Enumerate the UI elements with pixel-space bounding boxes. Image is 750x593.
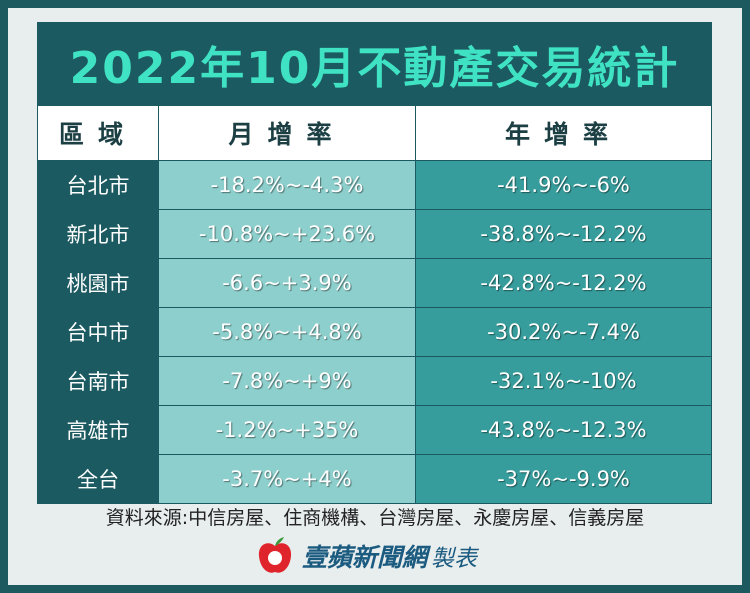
apple-icon <box>258 537 292 573</box>
rate-cell: -1.2%~+35% <box>158 405 416 455</box>
column-header: 區域 <box>37 105 159 161</box>
region-cell: 高雄市 <box>37 405 159 455</box>
rate-cell: -37%~-9.9% <box>415 454 712 504</box>
region-cell: 新北市 <box>37 209 159 259</box>
table-row: 全台 -3.7%~+4% -37%~-9.9% <box>37 454 712 504</box>
rate-cell: -32.1%~-10% <box>415 356 712 406</box>
rate-cell: -18.2%~-4.3% <box>158 160 416 210</box>
rate-cell: -42.8%~-12.2% <box>415 258 712 308</box>
brand-suffix: 製表 <box>431 546 478 572</box>
rate-cell: -6.6~+3.9% <box>158 258 416 308</box>
rate-cell: -41.9%~-6% <box>415 160 712 210</box>
rate-cell: -30.2%~-7.4% <box>415 307 712 357</box>
column-header: 月增率 <box>158 105 416 161</box>
region-cell: 台中市 <box>37 307 159 357</box>
rate-cell: -5.8%~+4.8% <box>158 307 416 357</box>
header-row: 區域 月增率 年增率 <box>37 105 712 161</box>
rate-cell: -3.7%~+4% <box>158 454 416 504</box>
logo: 壹蘋新聞網 製表 <box>256 536 477 576</box>
region-cell: 桃園市 <box>37 258 159 308</box>
table-body: 台北市 -18.2%~-4.3% -41.9%~-6% 新北市 -10.8%~+23.6… <box>37 160 712 504</box>
table-row: 台南市 -7.8%~+9% -32.1%~-10% <box>37 356 712 406</box>
region-cell: 全台 <box>37 454 159 504</box>
table-row: 高雄市 -1.2%~+35% -43.8%~-12.3% <box>37 405 712 455</box>
brand: 壹蘋新聞網 <box>302 543 428 572</box>
region-cell: 台北市 <box>37 160 159 210</box>
column-header: 年增率 <box>415 105 712 161</box>
region-cell: 台南市 <box>37 356 159 406</box>
data-table: 區域 月增率 年增率 台北市 -18.2%~-4.3% -41.9%~-6% 新北市 -10… <box>37 105 712 504</box>
table-row: 台北市 -18.2%~-4.3% -41.9%~-6% <box>37 160 712 210</box>
rate-cell: -43.8%~-12.3% <box>415 405 712 455</box>
table-row: 桃園市 -6.6~+3.9% -42.8%~-12.2% <box>37 258 712 308</box>
title: 2022年10月不動產交易統計 <box>37 22 712 105</box>
rate-cell: -10.8%~+23.6% <box>158 209 416 259</box>
table-row: 台中市 -5.8%~+4.8% -30.2%~-7.4% <box>37 307 712 357</box>
rate-cell: -38.8%~-12.2% <box>415 209 712 259</box>
table-row: 新北市 -10.8%~+23.6% -38.8%~-12.2% <box>37 209 712 259</box>
source-note: 資料來源:中信房屋、住商機構、台灣房屋、永慶房屋、信義房屋 <box>105 507 645 529</box>
rate-cell: -7.8%~+9% <box>158 356 416 406</box>
